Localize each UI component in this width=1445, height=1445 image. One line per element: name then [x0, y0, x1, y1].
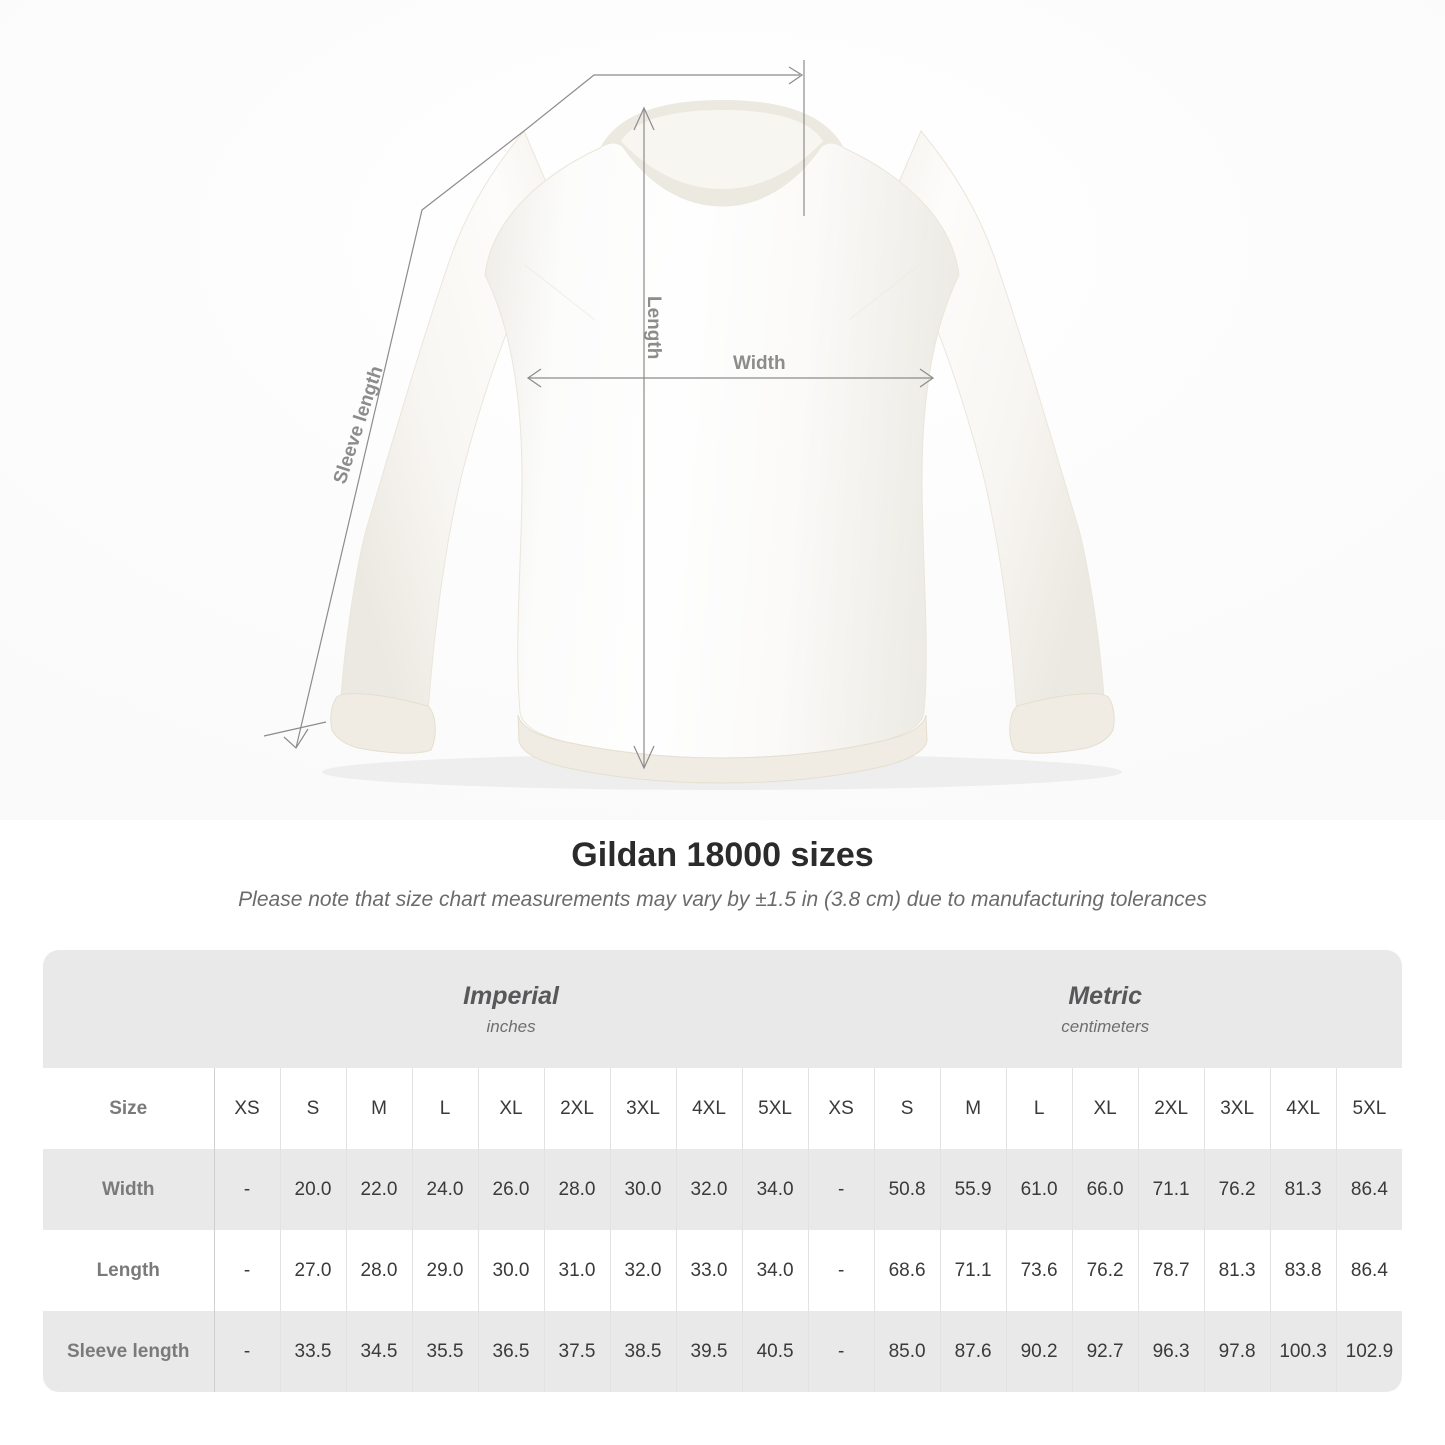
svg-text:Width: Width [733, 353, 786, 374]
svg-text:Length: Length [643, 296, 664, 359]
